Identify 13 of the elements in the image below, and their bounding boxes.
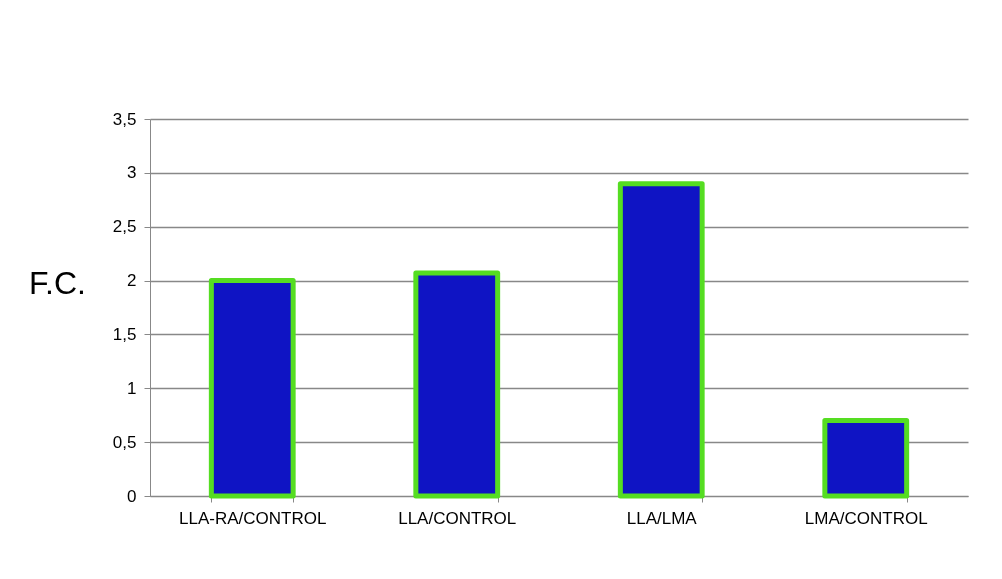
y-axis-title: F.C. xyxy=(29,264,86,301)
y-tick-label: 2,5 xyxy=(112,217,137,237)
x-tick-label: LLA/CONTROL xyxy=(398,508,517,528)
x-tick-label: LLA-RA/CONTROL xyxy=(179,508,327,528)
y-tick-label: 0 xyxy=(127,486,137,506)
y-tick-label: 3,5 xyxy=(112,109,137,129)
y-tick-label: 1 xyxy=(127,378,137,398)
y-tick-label: 0,5 xyxy=(112,432,137,452)
y-tick-label: 1,5 xyxy=(112,324,137,344)
x-tick-label: LLA/LMA xyxy=(626,508,698,528)
x-tick-label: LMA/CONTROL xyxy=(804,508,928,528)
y-tick-label: 2 xyxy=(127,271,137,291)
y-tick-label: 3 xyxy=(127,163,137,183)
